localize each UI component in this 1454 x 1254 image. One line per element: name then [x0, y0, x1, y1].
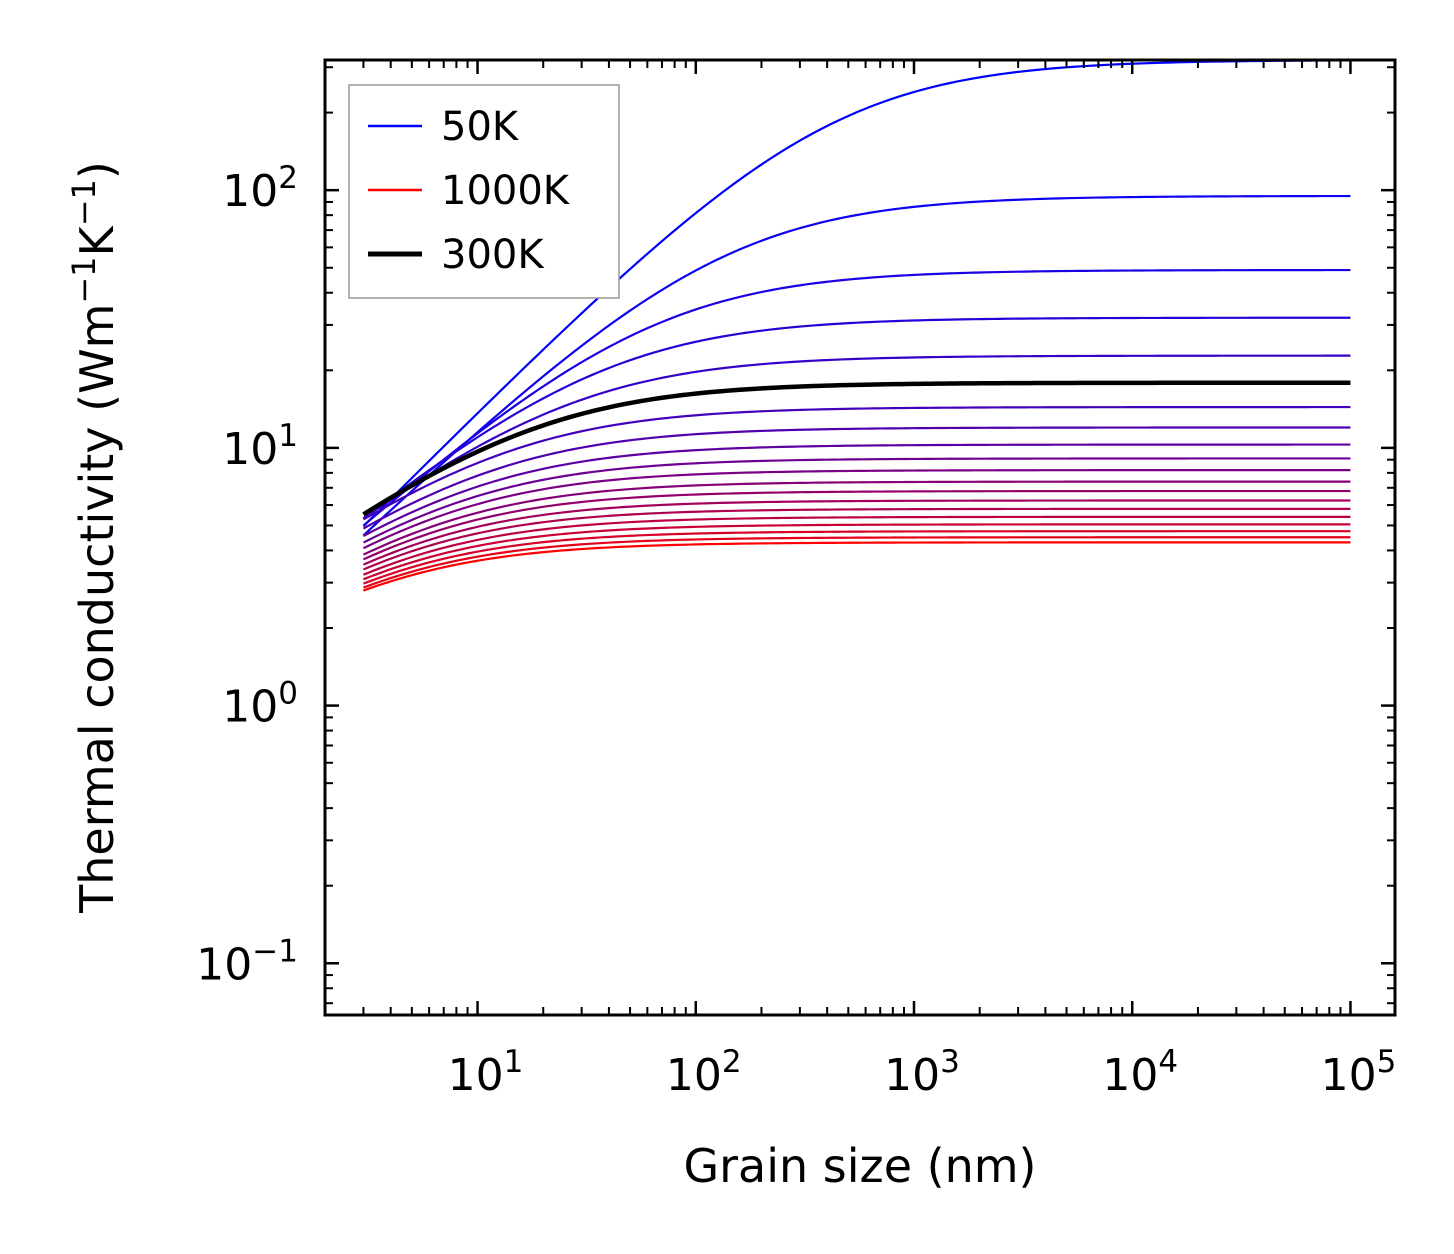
y-axis-title-exp2: −1 — [65, 179, 103, 226]
y-axis-title-exp1: −1 — [65, 256, 103, 303]
tick-labels: 101 102 103 104 105 10−1 100 101 102 — [196, 160, 1396, 1101]
series-lines — [362, 59, 1351, 592]
series-line-100k — [362, 194, 1351, 537]
y-tick-label: 10−1 — [196, 933, 298, 990]
legend-frame — [348, 84, 620, 299]
series-line-300k — [362, 380, 1351, 517]
series-line-750k — [363, 507, 1351, 571]
series-line-450k — [362, 443, 1351, 537]
series-line-650k — [362, 489, 1351, 561]
legend-label-50k: 50K — [441, 104, 520, 150]
series-line-350k — [362, 405, 1351, 521]
series-line-500k — [362, 457, 1351, 544]
x-tick-label: 105 — [1321, 1044, 1397, 1101]
series-line-1000k — [363, 541, 1351, 592]
series-line-850k — [363, 523, 1351, 581]
y-axis-title: Thermal conductivity (Wm−1K−1) — [65, 161, 124, 914]
legend: 50K 1000K 300K — [348, 84, 620, 299]
series-line-950k — [363, 536, 1351, 589]
series-line-200k — [362, 316, 1351, 520]
series-line-600k — [362, 480, 1351, 556]
x-tick-label: 101 — [448, 1044, 524, 1101]
series-line-400k — [362, 426, 1351, 530]
x-axis-title: Grain size (nm) — [684, 1139, 1037, 1193]
legend-label-1000k: 1000K — [441, 168, 571, 214]
x-tick-label: 102 — [666, 1044, 742, 1101]
series-line-800k — [363, 515, 1351, 576]
legend-label-300k: 300K — [441, 232, 545, 278]
y-tick-label: 100 — [222, 676, 298, 733]
series-line-900k — [363, 530, 1351, 585]
y-axis-title-mid: K — [70, 224, 124, 256]
series-line-550k — [362, 469, 1351, 550]
series-line-700k — [362, 499, 1351, 566]
y-tick-label: 101 — [222, 418, 298, 475]
y-axis-title-close: ) — [70, 161, 124, 179]
x-tick-label: 103 — [884, 1044, 960, 1101]
series-line-250k — [362, 354, 1351, 520]
series-line-50k — [362, 59, 1351, 527]
y-axis-title-main: Thermal conductivity (Wm — [70, 304, 124, 914]
x-tick-label: 104 — [1102, 1044, 1178, 1101]
series-line-150k — [362, 268, 1351, 527]
y-tick-label: 102 — [222, 160, 298, 217]
plot-frame — [323, 58, 1397, 1017]
